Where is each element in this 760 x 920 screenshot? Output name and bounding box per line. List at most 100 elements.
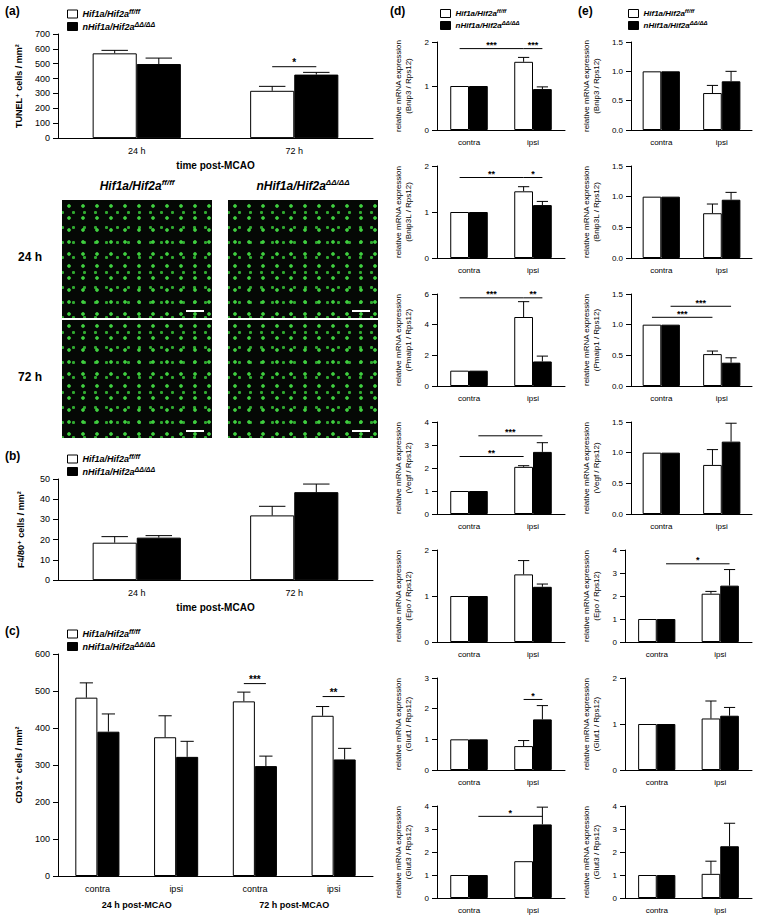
svg-text:(a): (a) <box>5 4 20 18</box>
svg-text:0: 0 <box>45 871 50 881</box>
svg-text:(c): (c) <box>5 624 20 638</box>
svg-text:(Glut1 / Rps12): (Glut1 / Rps12) <box>592 697 601 752</box>
svg-text:contra: contra <box>242 884 267 894</box>
svg-text:300: 300 <box>35 88 50 98</box>
svg-text:contra: contra <box>650 138 673 147</box>
svg-text:0.5: 0.5 <box>612 479 624 488</box>
svg-text:relative mRNA expression: relative mRNA expression <box>582 678 591 770</box>
svg-text:relative mRNA expression: relative mRNA expression <box>394 294 403 386</box>
svg-text:72 h post-MCAO: 72 h post-MCAO <box>259 900 329 910</box>
svg-text:2: 2 <box>425 162 430 171</box>
svg-text:0: 0 <box>425 126 430 135</box>
svg-text:4: 4 <box>613 802 618 811</box>
svg-text:(Pmaip1 / Rps12): (Pmaip1 / Rps12) <box>592 309 601 372</box>
svg-text:F4/80⁺ cells / mm²: F4/80⁺ cells / mm² <box>16 491 26 568</box>
svg-text:ipsi: ipsi <box>169 884 183 894</box>
svg-text:3: 3 <box>425 674 430 683</box>
svg-text:500: 500 <box>35 686 50 696</box>
svg-text:ΔΔ/ΔΔ: ΔΔ/ΔΔ <box>134 641 156 648</box>
svg-text:relative mRNA expression: relative mRNA expression <box>394 806 403 898</box>
svg-text:400: 400 <box>35 74 50 84</box>
svg-text:time post-MCAO: time post-MCAO <box>176 160 255 171</box>
svg-text:*: * <box>292 57 296 68</box>
svg-text:Hif1a/Hif2a: Hif1a/Hif2a <box>83 629 130 639</box>
svg-text:ipsi: ipsi <box>527 906 539 915</box>
svg-text:4: 4 <box>425 418 430 427</box>
svg-text:**: ** <box>330 687 338 698</box>
svg-text:***: *** <box>528 40 539 50</box>
svg-text:0: 0 <box>45 575 50 585</box>
svg-text:72 h: 72 h <box>285 146 303 156</box>
svg-text:Hif1a/Hif2a: Hif1a/Hif2a <box>83 454 130 464</box>
svg-text:contra: contra <box>458 906 481 915</box>
svg-text:relative mRNA expression: relative mRNA expression <box>394 40 403 132</box>
svg-text:30: 30 <box>40 514 50 524</box>
svg-text:ΔΔ/ΔΔ: ΔΔ/ΔΔ <box>501 20 520 26</box>
svg-text:1: 1 <box>613 720 618 729</box>
svg-text:2: 2 <box>425 704 430 713</box>
svg-text:2: 2 <box>425 38 430 47</box>
svg-text:0.5: 0.5 <box>612 96 624 105</box>
svg-text:1: 1 <box>613 615 618 624</box>
svg-text:1.5: 1.5 <box>612 290 624 299</box>
svg-text:0: 0 <box>425 254 430 263</box>
svg-text:relative mRNA expression: relative mRNA expression <box>582 806 591 898</box>
svg-text:72 h: 72 h <box>285 588 303 598</box>
svg-text:(Bnip3 / Rps12): (Bnip3 / Rps12) <box>404 58 413 114</box>
svg-text:(Glut1 / Rps12): (Glut1 / Rps12) <box>404 697 413 752</box>
svg-text:1.5: 1.5 <box>612 162 624 171</box>
svg-text:*: * <box>696 555 700 565</box>
svg-text:relative mRNA expression: relative mRNA expression <box>582 294 591 386</box>
svg-text:0: 0 <box>425 894 430 903</box>
svg-text:0: 0 <box>613 638 618 647</box>
svg-text:nHif1a/Hif2a: nHif1a/Hif2a <box>644 21 691 30</box>
svg-text:contra: contra <box>646 650 669 659</box>
svg-text:2: 2 <box>425 464 430 473</box>
svg-text:**: ** <box>529 289 537 299</box>
svg-text:**: ** <box>488 448 496 458</box>
svg-text:Hif1a/Hif2a: Hif1a/Hif2a <box>644 9 686 18</box>
svg-text:1.0: 1.0 <box>612 448 624 457</box>
svg-text:2: 2 <box>425 351 430 360</box>
svg-text:0.5: 0.5 <box>612 223 624 232</box>
svg-text:ΔΔ/ΔΔ: ΔΔ/ΔΔ <box>134 466 156 473</box>
svg-text:(d): (d) <box>390 4 405 18</box>
svg-text:700: 700 <box>35 29 50 39</box>
svg-text:2: 2 <box>613 674 618 683</box>
svg-text:0: 0 <box>425 510 430 519</box>
svg-text:ipsi: ipsi <box>527 266 539 275</box>
svg-text:***: *** <box>696 298 707 308</box>
svg-text:20: 20 <box>40 535 50 545</box>
svg-text:1.0: 1.0 <box>612 320 624 329</box>
svg-text:0.0: 0.0 <box>612 126 624 135</box>
svg-text:0.0: 0.0 <box>612 382 624 391</box>
svg-text:***: *** <box>677 309 688 319</box>
svg-text:ipsi: ipsi <box>716 266 728 275</box>
svg-text:relative mRNA expression: relative mRNA expression <box>582 166 591 258</box>
svg-text:0.0: 0.0 <box>612 254 624 263</box>
svg-text:contra: contra <box>650 522 673 531</box>
svg-text:6: 6 <box>425 290 430 299</box>
svg-text:0.5: 0.5 <box>612 351 624 360</box>
svg-text:400: 400 <box>35 723 50 733</box>
svg-text:0: 0 <box>425 382 430 391</box>
svg-text:ipsi: ipsi <box>527 522 539 531</box>
svg-text:***: *** <box>486 289 497 299</box>
svg-text:0: 0 <box>613 894 618 903</box>
svg-text:**: ** <box>488 169 496 179</box>
svg-text:2: 2 <box>613 592 618 601</box>
svg-text:4: 4 <box>613 546 618 555</box>
svg-text:relative mRNA expression: relative mRNA expression <box>394 550 403 642</box>
svg-text:contra: contra <box>458 394 481 403</box>
svg-text:relative mRNA expression: relative mRNA expression <box>582 422 591 514</box>
svg-text:ipsi: ipsi <box>527 394 539 403</box>
svg-text:time post-MCAO: time post-MCAO <box>176 602 255 613</box>
svg-text:ff/ff: ff/ff <box>129 8 141 15</box>
svg-text:1.5: 1.5 <box>612 38 624 47</box>
svg-text:ipsi: ipsi <box>714 906 726 915</box>
svg-text:(b): (b) <box>5 449 20 463</box>
svg-text:*: * <box>531 691 535 701</box>
svg-text:Hif1a/Hif2a: Hif1a/Hif2a <box>83 9 130 19</box>
svg-text:4: 4 <box>425 802 430 811</box>
svg-text:(Epo / Rps12): (Epo / Rps12) <box>592 571 601 621</box>
